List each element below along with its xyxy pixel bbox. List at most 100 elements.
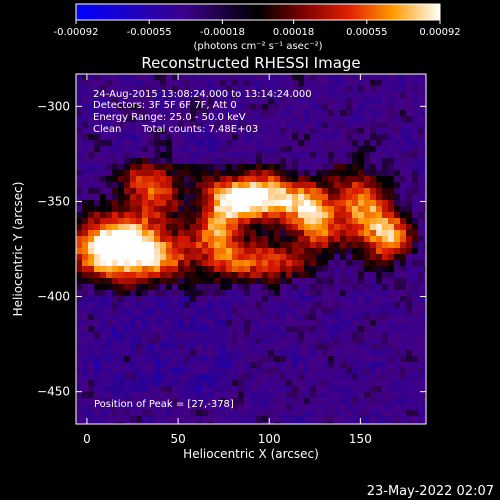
heatmap-cell — [148, 134, 155, 141]
heatmap-cell — [226, 266, 233, 273]
heatmap-cell — [148, 218, 155, 225]
heatmap-cell — [358, 116, 365, 123]
heatmap-cell — [160, 164, 167, 171]
colorbar-tick-label: -0.00055 — [127, 27, 172, 38]
heatmap-cell — [178, 386, 185, 393]
heatmap-cell — [208, 356, 215, 363]
heatmap-cell — [136, 374, 143, 381]
heatmap-cell — [304, 302, 311, 309]
heatmap-cell — [250, 368, 257, 375]
heatmap-cell — [238, 86, 245, 93]
heatmap-cell — [166, 350, 173, 357]
heatmap-cell — [364, 344, 371, 351]
heatmap-cell — [118, 332, 125, 339]
heatmap-cell — [106, 308, 113, 315]
heatmap-cell — [142, 350, 149, 357]
heatmap-cell — [352, 92, 359, 99]
heatmap-cell — [178, 380, 185, 387]
heatmap-cell — [394, 230, 401, 237]
heatmap-cell — [160, 242, 167, 249]
heatmap-cell — [232, 164, 239, 171]
heatmap-cell — [232, 116, 239, 123]
heatmap-cell — [298, 200, 305, 207]
heatmap-cell — [184, 176, 191, 183]
heatmap-cell — [400, 362, 407, 369]
heatmap-cell — [376, 302, 383, 309]
heatmap-cell — [76, 236, 83, 243]
heatmap-cell — [238, 296, 245, 303]
heatmap-cell — [388, 170, 395, 177]
heatmap-cell — [214, 140, 221, 147]
heatmap-cell — [376, 374, 383, 381]
heatmap-cell — [88, 320, 95, 327]
heatmap-cell — [136, 272, 143, 279]
heatmap-cell — [82, 284, 89, 291]
heatmap-cell — [82, 272, 89, 279]
heatmap-cell — [94, 386, 101, 393]
heatmap-cell — [280, 80, 287, 87]
heatmap-cell — [304, 152, 311, 159]
heatmap-cell — [214, 302, 221, 309]
heatmap-cell — [76, 206, 83, 213]
heatmap-cell — [190, 260, 197, 267]
heatmap-cell — [274, 188, 281, 195]
heatmap-cell — [394, 146, 401, 153]
heatmap-cell — [268, 122, 275, 129]
heatmap-cell — [382, 236, 389, 243]
heatmap-cell — [382, 200, 389, 207]
heatmap-cell — [184, 194, 191, 201]
heatmap-cell — [250, 332, 257, 339]
heatmap-cell — [334, 218, 341, 225]
heatmap-cell — [136, 176, 143, 183]
heatmap-cell — [424, 266, 426, 273]
heatmap-cell — [148, 230, 155, 237]
heatmap-cell — [118, 398, 125, 405]
heatmap-cell — [106, 200, 113, 207]
heatmap-cell — [292, 398, 299, 405]
heatmap-cell — [190, 188, 197, 195]
heatmap-cell — [106, 266, 113, 273]
heatmap-cell — [388, 362, 395, 369]
heatmap-cell — [244, 170, 251, 177]
heatmap-cell — [376, 146, 383, 153]
heatmap-cell — [148, 410, 155, 417]
heatmap-cell — [340, 134, 347, 141]
heatmap-cell — [424, 308, 426, 315]
heatmap-cell — [184, 230, 191, 237]
heatmap-cell — [178, 236, 185, 243]
heatmap-cell — [418, 170, 425, 177]
heatmap-cell — [100, 302, 107, 309]
heatmap-cell — [352, 392, 359, 399]
heatmap-cell — [208, 212, 215, 219]
heatmap-cell — [172, 356, 179, 363]
heatmap-cell — [298, 206, 305, 213]
heatmap-cell — [148, 260, 155, 267]
heatmap-cell — [220, 362, 227, 369]
heatmap-cell — [208, 380, 215, 387]
heatmap-cell — [190, 164, 197, 171]
heatmap-cell — [106, 74, 113, 81]
heatmap-cell — [184, 158, 191, 165]
heatmap-cell — [298, 164, 305, 171]
heatmap-cell — [370, 356, 377, 363]
heatmap-cell — [304, 314, 311, 321]
heatmap-cell — [346, 302, 353, 309]
heatmap-cell — [340, 344, 347, 351]
heatmap-cell — [172, 182, 179, 189]
heatmap-cell — [406, 416, 413, 423]
heatmap-cell — [364, 248, 371, 255]
heatmap-cell — [148, 206, 155, 213]
heatmap-cell — [178, 368, 185, 375]
heatmap-cell — [112, 158, 119, 165]
heatmap-cell — [322, 224, 329, 231]
heatmap-cell — [418, 338, 425, 345]
heatmap-cell — [316, 302, 323, 309]
heatmap-cell — [310, 356, 317, 363]
heatmap-cell — [196, 362, 203, 369]
heatmap-cell — [154, 422, 161, 424]
heatmap-cell — [136, 404, 143, 411]
heatmap-cell — [352, 374, 359, 381]
heatmap-cell — [232, 272, 239, 279]
heatmap-cell — [394, 314, 401, 321]
heatmap-cell — [190, 284, 197, 291]
